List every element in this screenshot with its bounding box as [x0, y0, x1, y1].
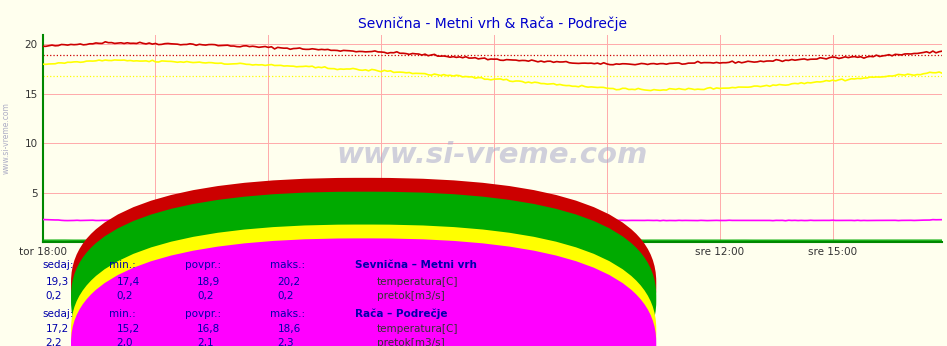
- Text: pretok[m3/s]: pretok[m3/s]: [377, 338, 445, 346]
- Text: 0,2: 0,2: [277, 291, 294, 301]
- Text: 2,3: 2,3: [277, 338, 295, 346]
- Text: www.si-vreme.com: www.si-vreme.com: [337, 141, 648, 169]
- Text: 18,9: 18,9: [197, 277, 221, 288]
- Text: 2,1: 2,1: [197, 338, 214, 346]
- Text: 19,3: 19,3: [45, 277, 69, 288]
- Text: 2,2: 2,2: [45, 338, 63, 346]
- Text: www.si-vreme.com: www.si-vreme.com: [2, 102, 11, 174]
- Text: 2,0: 2,0: [116, 338, 133, 346]
- Text: min.:: min.:: [109, 260, 135, 270]
- Text: 0,2: 0,2: [45, 291, 62, 301]
- Text: temperatura[C]: temperatura[C]: [377, 277, 458, 288]
- Text: sedaj:: sedaj:: [43, 309, 74, 319]
- Text: Sevnična – Metni vrh: Sevnična – Metni vrh: [355, 260, 477, 270]
- Text: 18,6: 18,6: [277, 324, 301, 334]
- Text: Rača – Podrečje: Rača – Podrečje: [355, 308, 448, 319]
- Text: maks.:: maks.:: [270, 309, 305, 319]
- Text: povpr.:: povpr.:: [185, 309, 221, 319]
- Text: min.:: min.:: [109, 309, 135, 319]
- Text: 15,2: 15,2: [116, 324, 140, 334]
- Title: Sevnična - Metni vrh & Rača - Podrečje: Sevnična - Metni vrh & Rača - Podrečje: [358, 16, 627, 31]
- Text: temperatura[C]: temperatura[C]: [377, 324, 458, 334]
- Text: pretok[m3/s]: pretok[m3/s]: [377, 291, 445, 301]
- Text: povpr.:: povpr.:: [185, 260, 221, 270]
- Text: 17,4: 17,4: [116, 277, 140, 288]
- Text: maks.:: maks.:: [270, 260, 305, 270]
- Text: 20,2: 20,2: [277, 277, 300, 288]
- Text: 16,8: 16,8: [197, 324, 221, 334]
- Text: 0,2: 0,2: [197, 291, 213, 301]
- Text: sedaj:: sedaj:: [43, 260, 74, 270]
- Text: 17,2: 17,2: [45, 324, 69, 334]
- Text: 0,2: 0,2: [116, 291, 133, 301]
